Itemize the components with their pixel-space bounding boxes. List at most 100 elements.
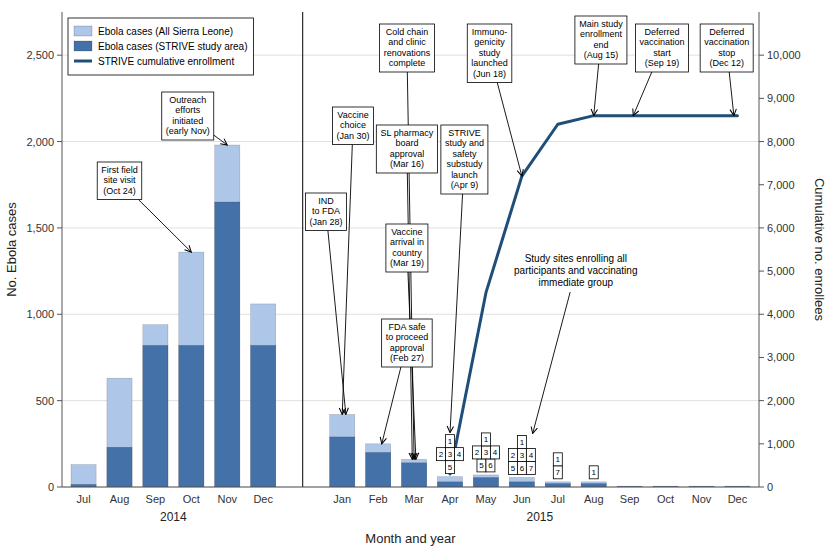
site-number: 7	[529, 464, 534, 473]
x-tick-label: Sep	[146, 493, 166, 505]
annotation-line: site visit	[103, 175, 136, 185]
annotation-line: FDA safe	[388, 322, 425, 332]
bar	[179, 252, 204, 487]
bar	[366, 452, 391, 487]
annotation-line: (Feb 27)	[390, 353, 424, 363]
site-number: 1	[556, 455, 561, 464]
annotation-box	[441, 125, 488, 194]
y-tick-label: 2,000	[26, 136, 54, 148]
site-number: 6	[520, 464, 525, 473]
annotation-box	[382, 319, 433, 367]
annotation-box	[700, 24, 753, 72]
annotation-arrow	[633, 72, 652, 116]
annotation-line: study	[479, 48, 501, 58]
annotation-arrow	[533, 292, 571, 434]
annotation-line: initiated	[172, 116, 203, 126]
bar	[545, 484, 570, 487]
bar	[366, 444, 391, 487]
site-box	[589, 466, 598, 479]
annotation-line: board	[395, 138, 418, 148]
site-number: 6	[488, 461, 493, 470]
bar	[402, 463, 427, 487]
site-number: 3	[520, 451, 525, 460]
annotation-line: immediate group	[539, 277, 614, 288]
callout-text: Study sites enrolling allparticipants an…	[514, 253, 637, 288]
annotation-arrow	[214, 135, 228, 145]
y-axis-line	[62, 12, 63, 487]
annotation-arrows	[138, 64, 733, 459]
y2-tick-label: 3,000	[767, 351, 795, 363]
annotation-line: Vaccine	[391, 227, 422, 237]
annotation-line: launched	[471, 58, 508, 68]
bar	[251, 345, 276, 487]
annotation-line: approval	[390, 343, 425, 353]
annotation-line: Deferred	[709, 27, 744, 37]
y2-tick	[759, 271, 764, 272]
annotation-arrow	[382, 367, 401, 444]
annotation-line: substudy	[446, 159, 483, 169]
chart-container: 05001,0001,5002,0002,50001,0002,0003,000…	[0, 0, 827, 559]
annotation-text: Outreacheffortsinitiated(early Nov)	[166, 95, 210, 136]
annotation-line: (Sep 19)	[645, 58, 680, 68]
x-tick-label: Mar	[405, 493, 424, 505]
annotation-box	[379, 24, 434, 72]
site-number: 2	[439, 450, 444, 459]
annotation-line: (Apr 9)	[451, 180, 479, 190]
annotation-text: FDA safeto proceedapproval(Feb 27)	[386, 322, 429, 364]
annotation-line: Vaccine	[337, 110, 368, 120]
site-box	[446, 435, 455, 448]
annotation-text: Vaccinearrival incountry(Mar 19)	[390, 227, 424, 269]
bar	[107, 447, 132, 487]
annotation-text: Vaccinechoice(Jan 30)	[336, 110, 369, 141]
x-tick-label: Oct	[657, 493, 674, 505]
site-box	[517, 462, 526, 475]
bar	[437, 477, 462, 487]
annotation-line: Outreach	[169, 95, 206, 105]
y-tick-label: 2,500	[26, 49, 54, 61]
bar	[581, 484, 606, 487]
site-box	[508, 462, 517, 475]
annotation-arrow	[342, 145, 352, 415]
y2-tick	[759, 400, 764, 401]
bar	[330, 437, 355, 487]
site-number: 5	[448, 463, 453, 472]
annotation-line: (Mar 19)	[390, 258, 424, 268]
site-number: 4	[457, 450, 462, 459]
x-tick-label: Aug	[110, 493, 130, 505]
annotation-line: (Jan 28)	[310, 217, 343, 227]
annotation-line: to proceed	[386, 332, 429, 342]
annotation-line: Study sites enrolling all	[525, 253, 627, 264]
y2-tick	[759, 184, 764, 185]
annotation-line: safety	[452, 149, 477, 159]
site-box	[526, 449, 535, 462]
bar	[545, 482, 570, 487]
annotation-line: (Oct 24)	[103, 186, 136, 196]
site-box	[517, 449, 526, 462]
y2-axis-label: Cumulative no. enrollees	[812, 178, 827, 322]
legend-label: STRIVE cumulative enrollment	[98, 56, 234, 67]
legend-label: Ebola cases (STRIVE study area)	[98, 41, 248, 52]
y-tick	[57, 487, 62, 488]
y-tick-label: 500	[36, 395, 54, 407]
annotation-box	[97, 162, 142, 200]
annotation-line: Cold chain	[386, 27, 429, 37]
axes: 05001,0001,5002,0002,50001,0002,0003,000…	[26, 12, 800, 524]
annotation-line: First field	[101, 165, 138, 175]
annotation-line: choice	[340, 120, 366, 130]
y2-tick	[759, 98, 764, 99]
annotation-line: (Jan 30)	[336, 131, 369, 141]
annotation-line: participants and vaccinating	[514, 265, 637, 276]
annotation-text: Main studyenrollmentend(Aug 15)	[579, 19, 623, 61]
bar	[509, 482, 534, 487]
annotation-box	[467, 24, 512, 83]
site-box	[446, 461, 455, 474]
annotation-line: enrollment	[580, 29, 623, 39]
annotation-line: efforts	[175, 105, 200, 115]
annotation-line: complete	[389, 58, 426, 68]
x-tick-label: Nov	[692, 493, 712, 505]
legend-swatch	[74, 26, 92, 36]
annotation-line: start	[653, 48, 671, 58]
legend-swatch	[74, 60, 92, 63]
annotation-line: study and	[445, 138, 484, 148]
y2-tick-label: 10,000	[767, 49, 801, 61]
